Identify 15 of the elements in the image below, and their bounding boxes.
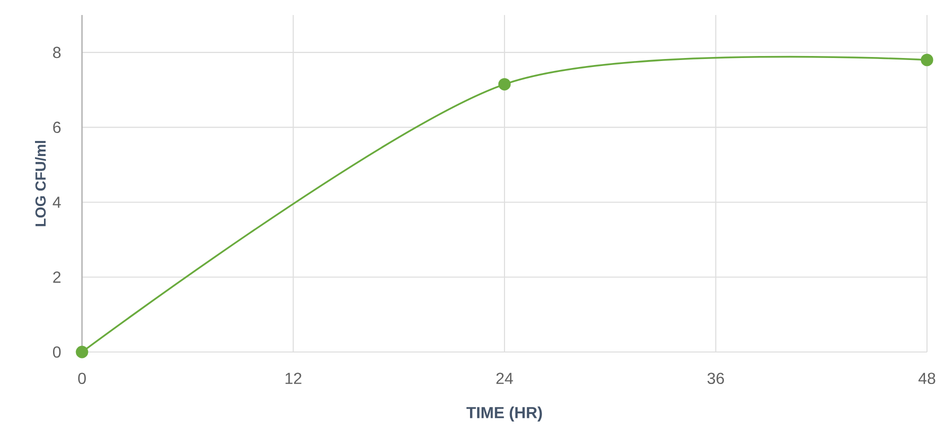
x-axis-title: TIME (HR) [466, 406, 542, 422]
x-tick-label: 36 [707, 372, 724, 384]
y-tick-label: 0 [53, 346, 61, 358]
x-tick-label: 12 [286, 372, 302, 384]
x-tick-label: 0 [78, 372, 86, 384]
x-tick-label: 48 [918, 372, 936, 384]
y-tick-label: 8 [53, 46, 61, 58]
y-tick-label: 2 [53, 272, 60, 283]
point [498, 78, 511, 90]
y-tick-label: 4 [52, 196, 61, 208]
y-tick-label: 6 [53, 122, 61, 133]
point [920, 54, 934, 66]
point [76, 346, 88, 358]
y-axis-title: LOG CFU/ml [34, 140, 46, 226]
x-tick-label: 24 [496, 372, 513, 384]
